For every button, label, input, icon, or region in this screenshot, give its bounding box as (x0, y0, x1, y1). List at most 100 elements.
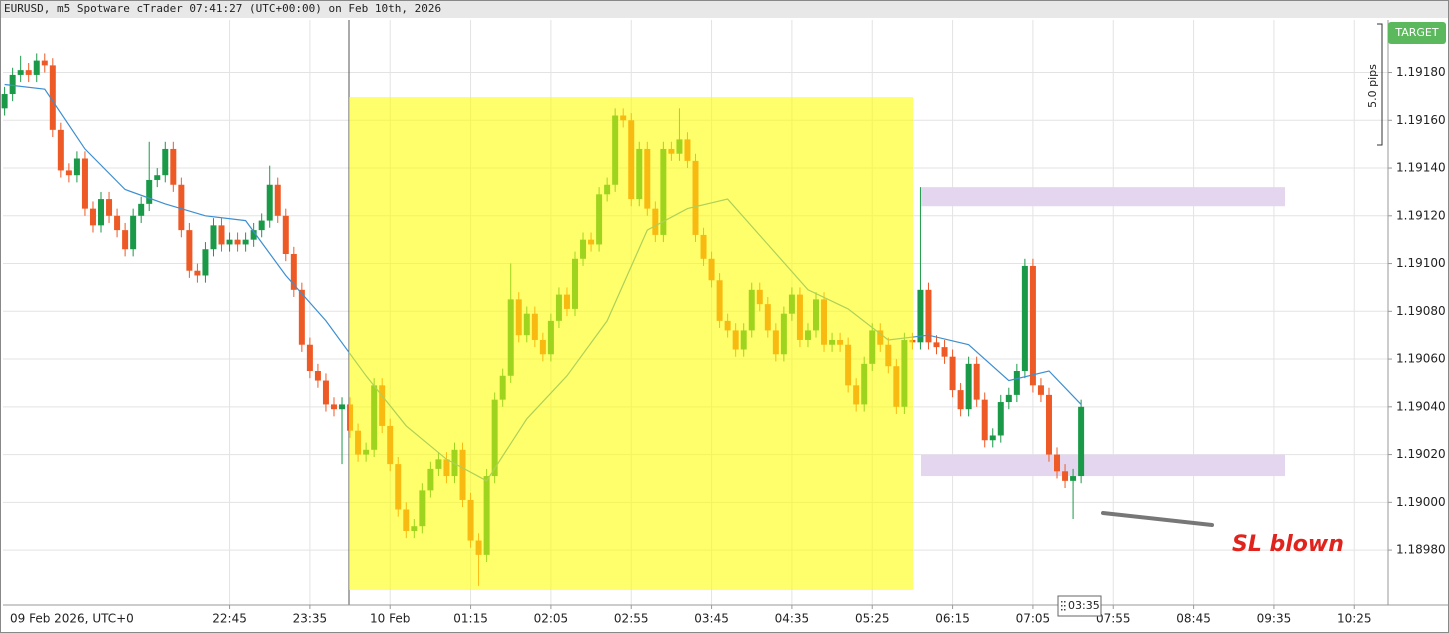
candle-body (282, 215, 289, 254)
candle-body (330, 404, 337, 410)
x-tick-label: 05:25 (855, 612, 890, 626)
candle-body (57, 129, 64, 171)
ruler-label: 5.0 pips (1366, 64, 1379, 108)
y-tick-label: 1.19000 (1396, 495, 1446, 509)
candle-body (1013, 371, 1020, 395)
candle-body (274, 184, 281, 216)
candle-body (194, 270, 201, 276)
y-tick-label: 1.19040 (1396, 399, 1446, 413)
y-tick-label: 1.19160 (1396, 113, 1446, 127)
candle-body (98, 199, 105, 226)
candle-body (949, 356, 956, 391)
candle-body (138, 203, 145, 216)
candle-body (33, 60, 40, 75)
candle-body (339, 404, 346, 410)
candle-body (130, 215, 137, 250)
candle-body (218, 225, 225, 245)
target-box (1388, 22, 1446, 44)
candle-body (314, 371, 321, 381)
candle-body (1021, 265, 1028, 371)
candle-body (306, 344, 313, 371)
candle-body (17, 70, 24, 75)
annotation-line (1101, 511, 1214, 527)
candle-body (941, 347, 948, 357)
x-tick-label: 08:45 (1176, 612, 1211, 626)
candle-body (65, 170, 72, 176)
candle-body (1062, 471, 1069, 481)
candle-body (226, 239, 233, 245)
x-tick-label: 09:35 (1257, 612, 1292, 626)
y-tick-label: 1.19060 (1396, 352, 1446, 366)
candle-body (154, 175, 161, 180)
candle-body (322, 380, 329, 405)
candle-body (170, 148, 177, 185)
x-tick-label: 23:35 (293, 612, 328, 626)
candle-body (997, 402, 1004, 436)
x-tick-label: 03:45 (694, 612, 729, 626)
y-tick-label: 1.18980 (1396, 543, 1446, 557)
x-tick-label: 02:55 (614, 612, 649, 626)
candle-body (266, 184, 273, 221)
candle-body (81, 158, 88, 209)
header-title: EURUSD, m5 Spotware cTrader 07:41:27 (UT… (4, 2, 441, 15)
y-tick-label: 1.19140 (1396, 161, 1446, 175)
candle-body (41, 60, 48, 66)
candle-body (186, 230, 193, 271)
candle-body (965, 363, 972, 410)
candle-body (290, 254, 297, 290)
x-tick-label: 07:05 (1016, 612, 1051, 626)
y-tick-label: 1.19120 (1396, 208, 1446, 222)
x-tick-label: 07:55 (1096, 612, 1131, 626)
candle-body (298, 289, 305, 345)
candle-body (258, 220, 265, 231)
candle-body (1054, 454, 1061, 472)
candle-body (1070, 476, 1077, 481)
candle-body (89, 208, 96, 226)
zone (921, 187, 1285, 207)
x-tick-label: 02:05 (534, 612, 569, 626)
highlight-box (349, 97, 913, 590)
x-tick-label: 10:25 (1337, 612, 1372, 626)
y-tick-label: 1.19180 (1396, 65, 1446, 79)
candle-body (202, 249, 209, 276)
candle-body (146, 179, 153, 204)
x-tick-label: 04:35 (775, 612, 810, 626)
annotation: SL blown (1232, 532, 1344, 557)
candle-body (25, 70, 32, 75)
x-tick-label: 10 Feb (370, 612, 410, 626)
ticks: 1.18980 1.19000 1.19020 1.19040 1.19060 1.190… (212, 65, 1445, 625)
candle-body (210, 225, 217, 250)
candle-body (106, 199, 113, 216)
candle-body (122, 230, 129, 250)
zone (921, 454, 1285, 477)
candle-body (981, 399, 988, 441)
x-tick-label: 06:15 (935, 612, 970, 626)
target-label: TARGET (1394, 26, 1439, 39)
candle-body (917, 289, 924, 343)
candle-body (242, 239, 249, 245)
candle-body (1045, 394, 1052, 455)
candle-body (933, 342, 940, 348)
candle-body (1, 94, 8, 109)
y-tick-label: 1.19100 (1396, 256, 1446, 270)
x-tick-label: 22:45 (212, 612, 247, 626)
candle-body (250, 230, 257, 240)
grip-icon (1061, 601, 1066, 611)
candle-body (73, 158, 80, 176)
candle-body (1029, 265, 1036, 386)
candle-body (162, 148, 169, 176)
countdown-box (1057, 595, 1102, 617)
y-tick-label: 1.19080 (1396, 304, 1446, 318)
candle-body (925, 289, 932, 343)
countdown: 03:35 (1068, 599, 1100, 612)
candle-body (234, 239, 241, 245)
candle-body (957, 390, 964, 410)
candle-body (178, 184, 185, 231)
date-label: 09 Feb 2026, UTC+0 (10, 612, 134, 626)
candle-body (9, 74, 16, 95)
candle-body (49, 65, 56, 130)
header-bar (0, 0, 1449, 18)
y-tick-label: 1.19020 (1396, 447, 1446, 461)
candle-body (1078, 406, 1085, 477)
